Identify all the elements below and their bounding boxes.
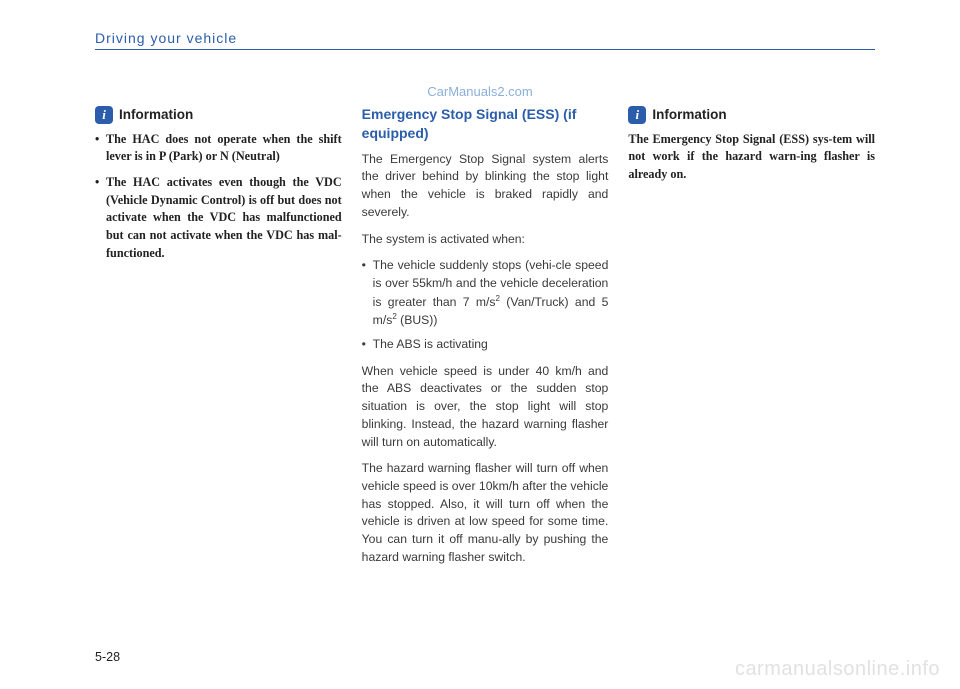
manual-page: Driving your vehicle CarManuals2.com i I…	[0, 0, 960, 689]
info-bullet: The HAC does not operate when the shift …	[95, 131, 342, 166]
info-note: The Emergency Stop Signal (ESS) sys-tem …	[628, 131, 875, 184]
info-icon: i	[95, 106, 113, 124]
page-number: 5-28	[95, 650, 120, 664]
ess-paragraph: When vehicle speed is under 40 km/h and …	[362, 363, 609, 451]
bullet-text: (BUS))	[397, 313, 438, 327]
information-heading: i Information	[628, 105, 875, 125]
column-2: Emergency Stop Signal (ESS) (if equipped…	[362, 105, 609, 575]
info-icon-glyph: i	[636, 108, 640, 121]
content-columns: i Information The HAC does not operate w…	[95, 105, 875, 575]
ess-bullet-list: The vehicle suddenly stops (vehi-cle spe…	[362, 257, 609, 354]
ess-paragraph: The hazard warning flasher will turn off…	[362, 460, 609, 566]
header-rule	[95, 49, 875, 50]
information-label: Information	[652, 105, 726, 125]
info-icon-glyph: i	[102, 108, 106, 121]
info-bullet-list: The HAC does not operate when the shift …	[95, 131, 342, 263]
ess-paragraph: The system is activated when:	[362, 231, 609, 249]
info-icon: i	[628, 106, 646, 124]
watermark-bottom: carmanualsonline.info	[735, 658, 940, 681]
watermark-top: CarManuals2.com	[427, 84, 533, 99]
column-3: i Information The Emergency Stop Signal …	[628, 105, 875, 575]
section-title: Driving your vehicle	[95, 30, 875, 46]
information-heading: i Information	[95, 105, 342, 125]
column-1: i Information The HAC does not operate w…	[95, 105, 342, 575]
ess-bullet: The vehicle suddenly stops (vehi-cle spe…	[362, 257, 609, 330]
info-bullet: The HAC activates even though the VDC (V…	[95, 174, 342, 262]
ess-bullet: The ABS is activating	[362, 336, 609, 354]
ess-paragraph: The Emergency Stop Signal system alerts …	[362, 151, 609, 222]
page-header: Driving your vehicle	[95, 30, 875, 50]
information-label: Information	[119, 105, 193, 125]
ess-heading: Emergency Stop Signal (ESS) (if equipped…	[362, 105, 609, 143]
